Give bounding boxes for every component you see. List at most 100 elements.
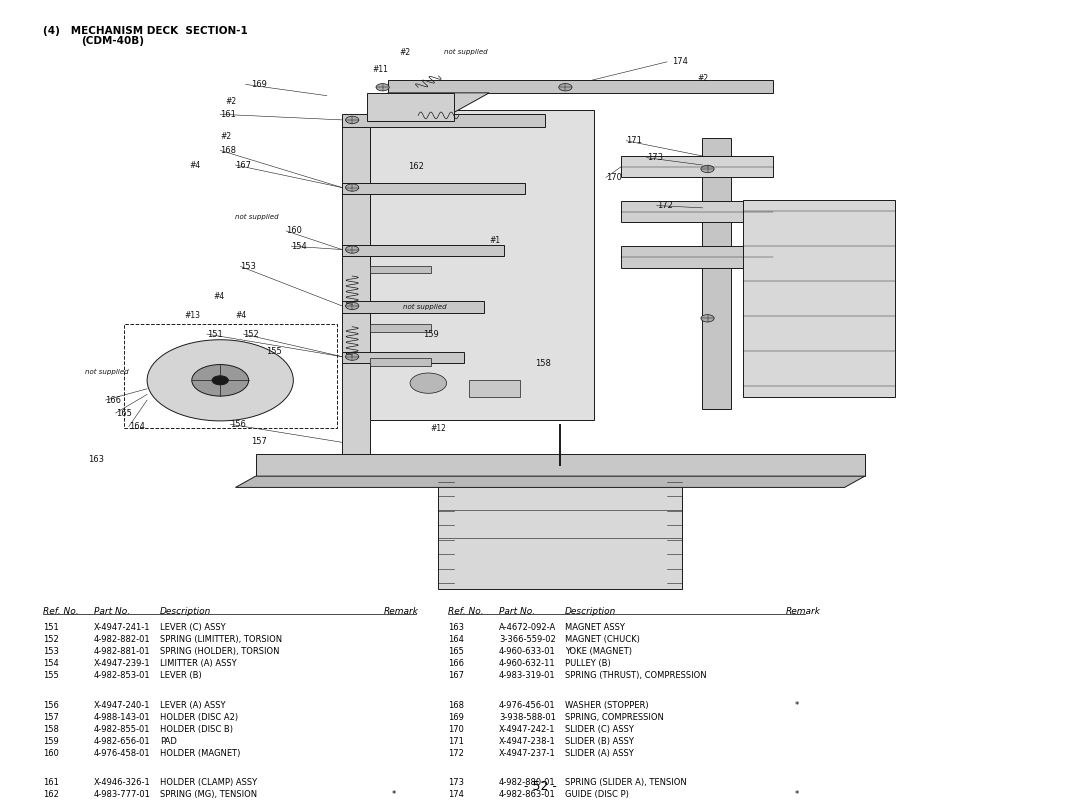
Bar [469,380,519,397]
Text: not supplied: not supplied [444,49,487,55]
Text: Part No.: Part No. [499,607,535,616]
Text: 165: 165 [448,647,464,656]
Bar [438,465,683,589]
Text: 154: 154 [43,659,59,667]
Bar [367,93,454,121]
Bar [370,267,431,273]
Text: X-4946-326-1: X-4946-326-1 [94,779,151,787]
Text: 163: 163 [89,455,105,464]
Text: 164: 164 [448,635,464,644]
Text: SPRING (SLIDER A), TENSION: SPRING (SLIDER A), TENSION [565,779,687,787]
Text: X-4947-242-1: X-4947-242-1 [499,724,555,733]
Text: MAGNET (CHUCK): MAGNET (CHUCK) [565,635,639,644]
Text: - 52 -: - 52 - [524,780,556,793]
Text: LEVER (B): LEVER (B) [160,671,202,680]
Text: PULLEY (B): PULLEY (B) [565,659,610,667]
Circle shape [192,364,248,396]
Text: X-4947-240-1: X-4947-240-1 [94,701,150,710]
Bar [370,358,431,367]
Text: 164: 164 [129,422,145,431]
Text: 4-983-319-01: 4-983-319-01 [499,671,555,680]
Polygon shape [235,476,865,487]
Text: #12: #12 [430,423,446,433]
Text: 4-982-656-01: 4-982-656-01 [94,736,150,745]
Bar [342,245,504,256]
Circle shape [701,165,714,173]
Text: A-4672-092-A: A-4672-092-A [499,623,556,632]
Text: *: * [795,790,799,799]
Text: Description: Description [565,607,617,616]
Text: PAD: PAD [160,736,177,745]
Text: (4)   MECHANISM DECK  SECTION-1: (4) MECHANISM DECK SECTION-1 [43,26,248,36]
Text: 156: 156 [43,701,59,710]
Text: (CDM-40B): (CDM-40B) [81,36,144,46]
Text: 4-960-632-11: 4-960-632-11 [499,659,555,667]
Text: 4-982-863-01: 4-982-863-01 [499,790,556,799]
Text: 158: 158 [535,359,551,368]
Bar [256,453,865,476]
Text: HOLDER (CLAMP) ASSY: HOLDER (CLAMP) ASSY [160,779,257,787]
Text: 168: 168 [220,146,237,155]
Text: SPRING (HOLDER), TORSION: SPRING (HOLDER), TORSION [160,647,280,656]
Text: #4: #4 [213,293,225,302]
Text: 173: 173 [647,153,663,162]
Text: SPRING (LIMITTER), TORSION: SPRING (LIMITTER), TORSION [160,635,282,644]
Text: HOLDER (DISC B): HOLDER (DISC B) [160,724,233,733]
Text: 153: 153 [241,262,256,271]
Text: 3-938-588-01: 3-938-588-01 [499,713,556,722]
Text: 162: 162 [408,161,423,170]
Text: 4-976-458-01: 4-976-458-01 [94,749,150,757]
Text: not supplied: not supplied [235,214,279,220]
Text: not supplied: not supplied [85,369,129,375]
Text: 166: 166 [106,396,121,405]
Text: SLIDER (C) ASSY: SLIDER (C) ASSY [565,724,634,733]
Bar [702,138,731,409]
Text: 3-366-559-02: 3-366-559-02 [499,635,556,644]
Text: 174: 174 [672,58,688,67]
Circle shape [346,353,359,360]
Text: LEVER (C) ASSY: LEVER (C) ASSY [160,623,226,632]
Text: #13: #13 [185,311,201,320]
Text: Description: Description [160,607,212,616]
Bar [342,352,464,363]
Bar [342,183,525,195]
Circle shape [376,84,389,91]
Text: Remark: Remark [383,607,418,616]
Text: 4-960-633-01: 4-960-633-01 [499,647,556,656]
Bar [621,201,773,222]
Text: 158: 158 [43,724,59,733]
Text: 169: 169 [251,80,267,89]
Bar [743,200,895,397]
Text: Part No.: Part No. [94,607,130,616]
Text: #11: #11 [373,65,389,74]
Text: Ref. No.: Ref. No. [448,607,484,616]
Text: 173: 173 [448,779,464,787]
Text: 167: 167 [235,161,252,169]
Text: #4: #4 [190,161,201,169]
Text: 4-982-880-01: 4-982-880-01 [499,779,555,787]
Text: 160: 160 [286,226,302,235]
Text: 168: 168 [448,701,464,710]
Text: 169: 169 [448,713,464,722]
Text: SPRING, COMPRESSION: SPRING, COMPRESSION [565,713,664,722]
Circle shape [410,373,447,393]
Text: 163: 163 [448,623,464,632]
Text: 171: 171 [626,136,643,145]
Circle shape [558,84,572,91]
Text: SPRING (THRUST), COMPRESSION: SPRING (THRUST), COMPRESSION [565,671,706,680]
Text: 172: 172 [448,749,464,757]
Text: 167: 167 [448,671,464,680]
Text: 171: 171 [448,736,464,745]
Circle shape [701,315,714,322]
Text: GUIDE (DISC P): GUIDE (DISC P) [565,790,629,799]
Text: #2: #2 [226,97,237,105]
Text: SLIDER (A) ASSY: SLIDER (A) ASSY [565,749,634,757]
Text: Ref. No.: Ref. No. [43,607,79,616]
Text: 4-982-882-01: 4-982-882-01 [94,635,150,644]
Bar [370,324,431,333]
Text: X-4947-237-1: X-4947-237-1 [499,749,556,757]
Text: #2: #2 [400,48,411,57]
Text: 154: 154 [292,242,307,251]
Text: 4-982-855-01: 4-982-855-01 [94,724,150,733]
Text: 174: 174 [448,790,464,799]
